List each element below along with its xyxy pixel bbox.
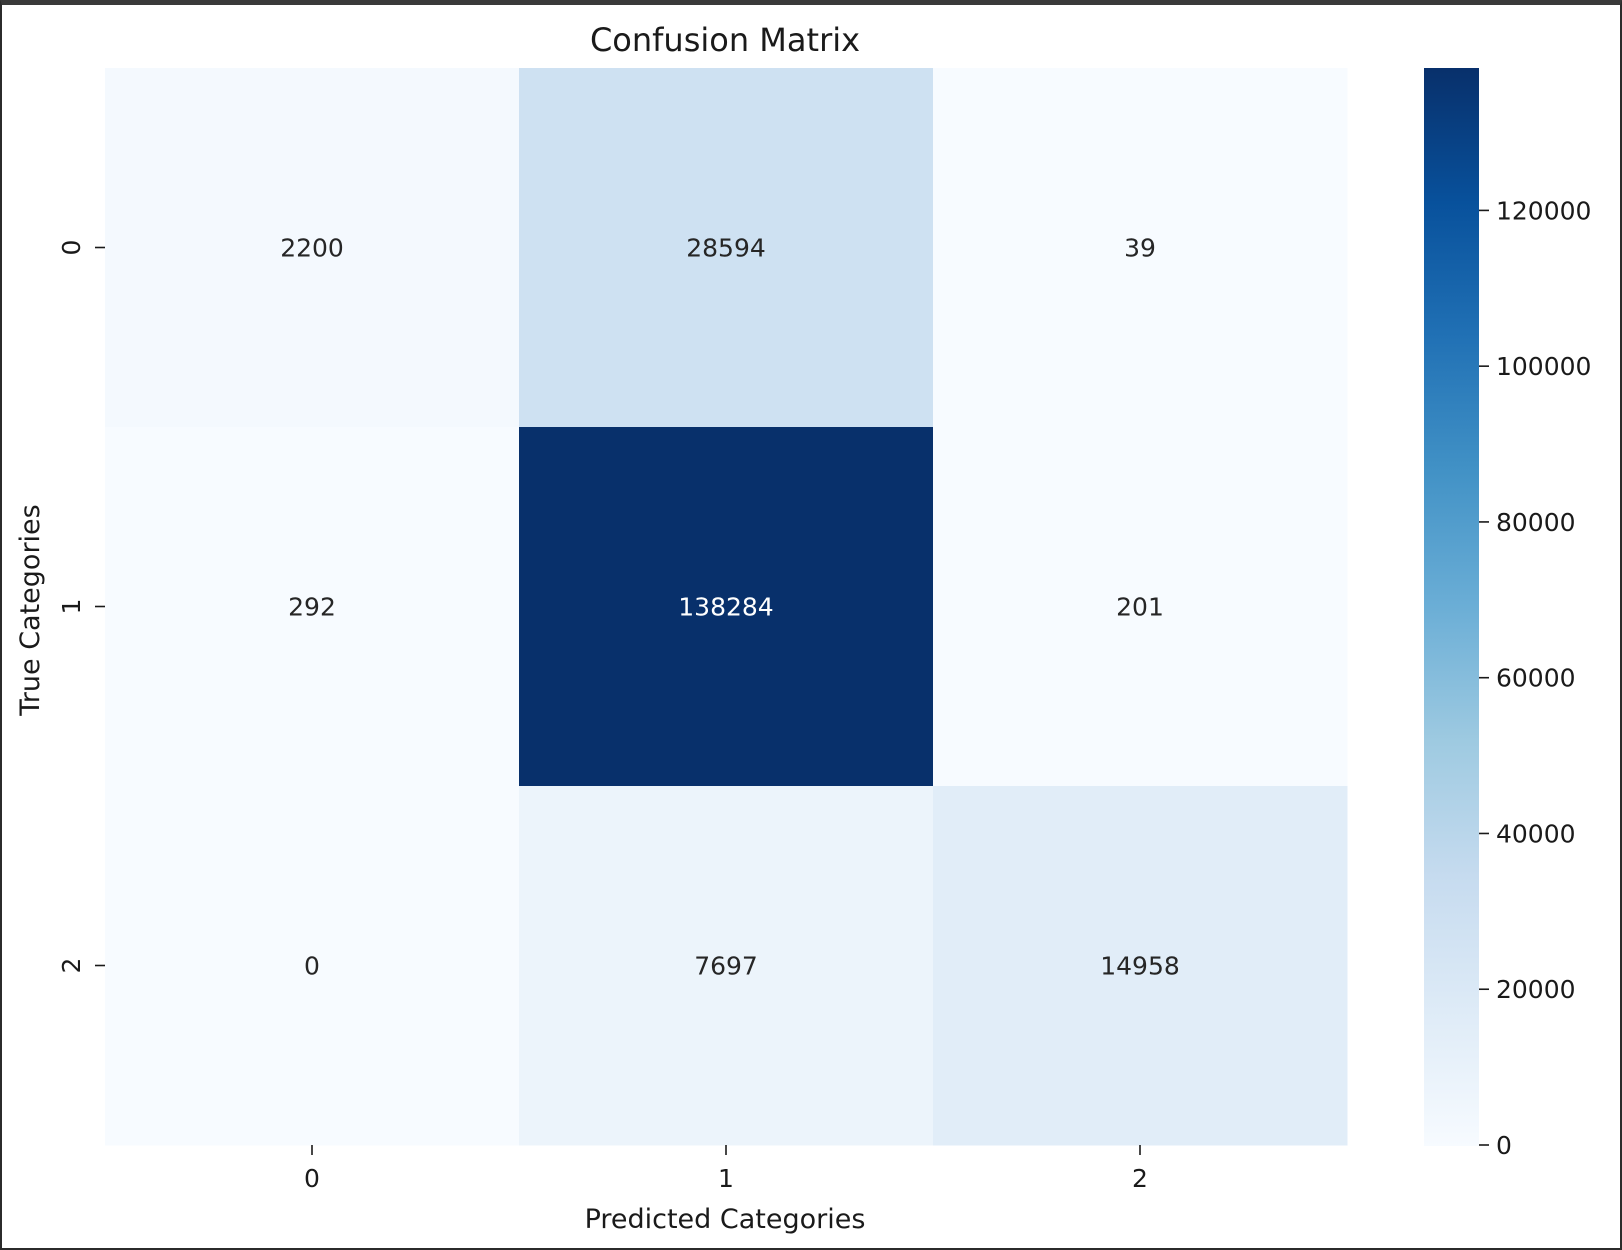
heatmap-cell-r0-c1 bbox=[519, 68, 934, 428]
heatmap-cell-r2-c1 bbox=[519, 786, 934, 1146]
cell-value-label: 39 bbox=[1124, 234, 1156, 263]
colorbar-gradient bbox=[1424, 68, 1479, 1146]
x-tick-label: 2 bbox=[1132, 1164, 1148, 1193]
heatmap-cells bbox=[105, 68, 1348, 1146]
y-tick-label: 0 bbox=[57, 240, 86, 256]
y-tick-label: 1 bbox=[57, 599, 86, 615]
colorbar-tick-label: 60000 bbox=[1496, 664, 1576, 693]
cell-value-label: 292 bbox=[288, 593, 336, 622]
heatmap-cell-labels: 2200 28594 39 292 138284 201 0 7697 14958 bbox=[280, 234, 1180, 981]
heatmap-cell-r2-c0 bbox=[105, 786, 520, 1146]
heatmap-cell-r2-c2 bbox=[933, 786, 1348, 1146]
cell-value-label: 14958 bbox=[1100, 952, 1180, 981]
y-tick-label: 2 bbox=[57, 958, 86, 974]
x-axis-label: Predicted Categories bbox=[585, 1204, 866, 1235]
colorbar-ticks: 0 20000 40000 60000 80000 100000 120000 bbox=[1479, 196, 1591, 1160]
cell-value-label: 2200 bbox=[280, 234, 344, 263]
cell-value-label: 201 bbox=[1116, 593, 1164, 622]
chart-title: Confusion Matrix bbox=[590, 21, 860, 59]
colorbar-tick-label: 40000 bbox=[1496, 819, 1576, 848]
y-axis: 0 1 2 bbox=[57, 240, 105, 974]
colorbar-tick-label: 0 bbox=[1496, 1131, 1512, 1160]
colorbar: 0 20000 40000 60000 80000 100000 120000 bbox=[1424, 68, 1591, 1160]
cell-value-label: 0 bbox=[304, 952, 320, 981]
x-tick-label: 0 bbox=[304, 1164, 320, 1193]
colorbar-tick-label: 80000 bbox=[1496, 508, 1576, 537]
heatmap-cell-r0-c0 bbox=[105, 68, 520, 428]
cell-value-label: 7697 bbox=[694, 952, 758, 981]
cell-value-label: 138284 bbox=[678, 593, 773, 622]
cell-value-label: 28594 bbox=[686, 234, 766, 263]
heatmap-cell-r1-c0 bbox=[105, 427, 520, 787]
heatmap-cell-r1-c1 bbox=[519, 427, 934, 787]
y-axis-label: True Categories bbox=[15, 504, 46, 716]
heatmap-cell-r0-c2 bbox=[933, 68, 1348, 428]
colorbar-tick-label: 120000 bbox=[1496, 196, 1591, 225]
colorbar-tick-label: 20000 bbox=[1496, 975, 1576, 1004]
heatmap-cell-r1-c2 bbox=[933, 427, 1348, 787]
colorbar-tick-label: 100000 bbox=[1496, 352, 1591, 381]
x-tick-label: 1 bbox=[718, 1164, 734, 1193]
x-axis: 0 1 2 bbox=[304, 1145, 1148, 1193]
